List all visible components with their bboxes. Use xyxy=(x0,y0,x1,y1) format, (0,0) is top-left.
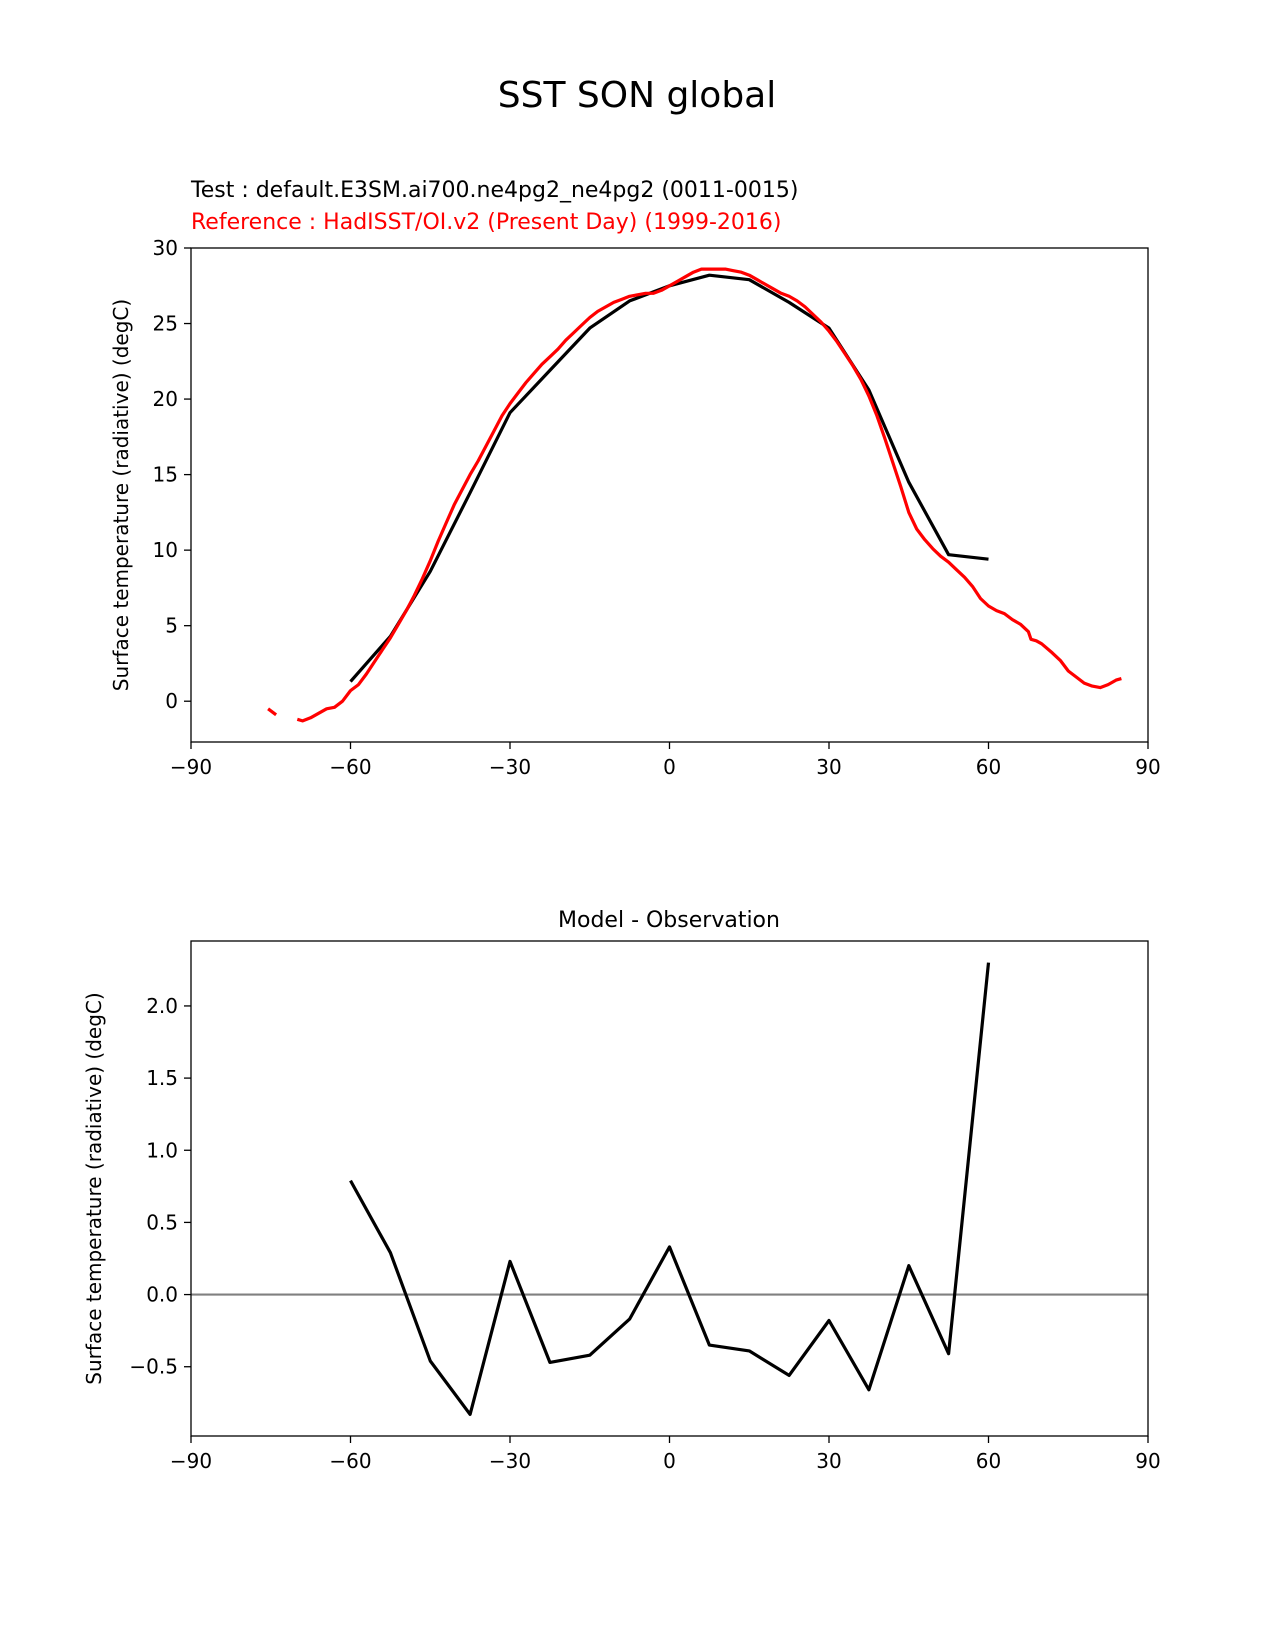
top-xtick-label: −60 xyxy=(329,755,371,779)
diff-ytick-label: 2.0 xyxy=(146,994,178,1018)
top-ytick-label: 15 xyxy=(153,463,178,487)
top-series-0-line-0 xyxy=(349,273,989,683)
diff-chart: −90 −60 −30 0 30 60 90 −0.5 0.0 0.5 1.0 1.5 2.0 Surfa… xyxy=(82,940,1161,1473)
diff-xtick-label: −30 xyxy=(489,1449,531,1473)
diff-xtick-label: −60 xyxy=(329,1449,371,1473)
top-ytick-label: 30 xyxy=(153,236,178,260)
top-xtick-label: 60 xyxy=(976,755,1001,779)
top-ytick-label: 0 xyxy=(165,689,178,713)
top-ylabel: Surface temperature (radiative) (degC) xyxy=(109,299,133,691)
top-series-1-line-1 xyxy=(296,267,1122,723)
diff-series-0-line-0 xyxy=(349,962,991,1417)
diff-ytick-label: 0.5 xyxy=(146,1210,178,1234)
diff-ytick-label: −0.5 xyxy=(129,1355,178,1379)
top-xtick-label: −90 xyxy=(170,755,212,779)
diff-ytick-label: 1.5 xyxy=(146,1066,178,1090)
diff-ylabel: Surface temperature (radiative) (degC) xyxy=(82,992,106,1384)
test-label: Test : default.E3SM.ai700.ne4pg2_ne4pg2 … xyxy=(190,178,798,203)
diff-ytick-label: 0.0 xyxy=(146,1283,178,1307)
top-ytick-label: 20 xyxy=(153,387,178,411)
figure-suptitle: SST SON global xyxy=(498,75,777,116)
top-axes-frame xyxy=(190,247,1149,743)
top-series-1-line-0 xyxy=(267,707,278,717)
diff-xtick-label: 60 xyxy=(976,1449,1001,1473)
top-ytick-label: 25 xyxy=(153,312,178,336)
diff-xtick-label: 90 xyxy=(1135,1449,1160,1473)
top-xtick-label: 90 xyxy=(1135,755,1160,779)
top-xtick-label: 30 xyxy=(816,755,841,779)
diff-xtick-label: −90 xyxy=(170,1449,212,1473)
diff-ytick-label: 1.0 xyxy=(146,1138,178,1162)
top-ytick-label: 10 xyxy=(153,538,178,562)
diff-axes-frame xyxy=(190,940,1149,1437)
top-xtick-label: −30 xyxy=(489,755,531,779)
diff-xtick-label: 30 xyxy=(816,1449,841,1473)
diff-xtick-label: 0 xyxy=(663,1449,676,1473)
reference-label: Reference : HadISST/OI.v2 (Present Day) … xyxy=(191,210,781,235)
diff-chart-title: Model - Observation xyxy=(558,908,780,933)
top-xtick-label: 0 xyxy=(663,755,676,779)
top-chart: −90 −60 −30 0 30 60 90 0 5 10 15 20 25 30 Surface temp… xyxy=(109,236,1161,779)
top-ytick-label: 5 xyxy=(165,614,178,638)
